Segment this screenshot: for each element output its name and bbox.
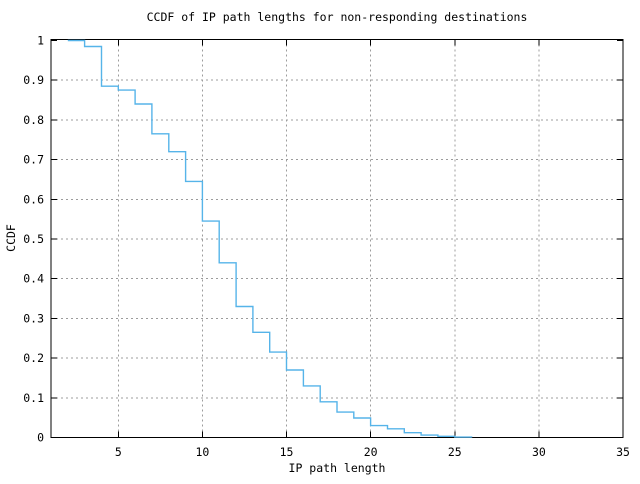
grid-lines [51,39,623,438]
x-tick-label: 30 [532,445,546,459]
y-tick-label: 0.6 [23,192,44,206]
y-tick-label: 1 [37,34,44,48]
x-tick-label: 15 [280,445,294,459]
x-tick-label: 5 [115,445,122,459]
axis-ticks [51,39,624,438]
y-tick-label: 0.4 [23,272,44,286]
x-axis-label: IP path length [289,461,386,475]
y-tick-label: 0.2 [23,351,44,365]
x-tick-label: 25 [448,445,462,459]
ccdf-step-line [67,39,473,438]
y-tick-label: 0.3 [23,311,44,325]
series-layer [67,39,473,438]
x-tick-label: 35 [616,445,630,459]
y-tick-label: 0 [37,431,44,445]
chart-title: CCDF of IP path lengths for non-respondi… [147,10,528,24]
y-tick-label: 0.9 [23,73,44,87]
x-tick-label: 20 [364,445,378,459]
x-tick-label: 10 [195,445,209,459]
tick-labels: 5 10 15 20 25 30 35 0 0.1 0.2 0.3 0.4 0.5 0.6 0.7 0.8 0.… [23,34,630,460]
y-tick-label: 0.7 [23,153,44,167]
y-tick-label: 0.5 [23,232,44,246]
plot-frame [50,39,624,438]
y-axis-label: CCDF [4,224,18,252]
y-tick-label: 0.8 [23,113,44,127]
y-tick-label: 0.1 [23,391,44,405]
